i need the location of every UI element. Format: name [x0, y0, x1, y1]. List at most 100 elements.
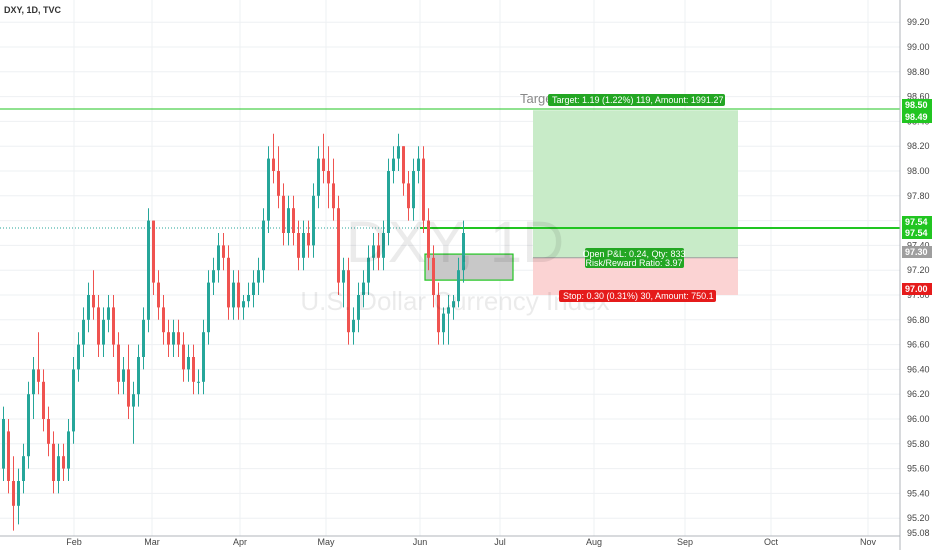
candle-body	[217, 245, 220, 271]
pnl-label-text: Open P&L: 0.24, Qty: 833	[582, 249, 685, 259]
watermark-name: U.S. Dollar Currency Index	[300, 286, 609, 316]
candle-body	[212, 270, 215, 283]
y-tick-label: 95.20	[907, 513, 930, 523]
candle-body	[7, 431, 10, 481]
candle-body	[137, 357, 140, 395]
candle-body	[147, 220, 150, 320]
watermark-symbol: DXY, 1D	[346, 210, 564, 275]
x-tick-label: Aug	[586, 537, 602, 547]
target-label-bg	[548, 94, 725, 106]
price-tag-label: 98.49	[905, 112, 928, 122]
candle-body	[77, 344, 80, 370]
rectangle-drawing[interactable]	[424, 253, 514, 281]
candle-body	[202, 332, 205, 382]
candle-body	[47, 419, 50, 444]
candle-body	[302, 233, 305, 258]
candle-body	[197, 381, 200, 383]
candle-body	[352, 319, 355, 333]
stop-label-bg	[559, 290, 716, 302]
y-tick-label: 97.40	[907, 240, 930, 250]
candle-body	[367, 257, 370, 283]
candle-body	[432, 257, 435, 295]
candle-body	[67, 431, 70, 469]
x-tick-label: Feb	[66, 537, 82, 547]
candle-body	[307, 233, 310, 246]
x-axis[interactable]: Feb Mar Apr May Jun Jul Aug Sep Oct Nov	[0, 535, 900, 547]
candle-body	[102, 319, 105, 345]
candle-body	[187, 357, 190, 370]
candle-body	[342, 270, 345, 283]
grey-rectangle[interactable]	[424, 253, 514, 281]
y-tick-label: 95.60	[907, 464, 930, 474]
price-tag-bg	[902, 111, 932, 123]
candle-body	[132, 394, 135, 407]
price-tag-label: 97.54	[905, 228, 928, 238]
target-label[interactable]: Target: 1.19 (1.22%) 119, Amount: 1991.2…	[548, 94, 725, 106]
candle-body	[452, 301, 455, 308]
x-tick-label: Jul	[494, 537, 506, 547]
price-tag-label: 97.54	[905, 217, 928, 227]
stop-label-text: Stop: 0.30 (0.31%) 30, Amount: 750.1	[563, 291, 714, 301]
candle-body	[207, 282, 210, 333]
candle-body	[442, 313, 445, 333]
price-tag-label: 98.50	[905, 100, 928, 110]
candle-body	[292, 208, 295, 233]
y-tick-label: 96.80	[907, 315, 930, 325]
candle-body	[417, 158, 420, 171]
candle-body	[437, 295, 440, 333]
candle-body	[247, 295, 250, 302]
candle-body	[357, 295, 360, 320]
candle-body	[387, 171, 390, 233]
x-tick-label: Oct	[764, 537, 779, 547]
candle-body	[422, 158, 425, 221]
y-tick-label: 95.80	[907, 439, 930, 449]
pnl-label-bg	[585, 248, 684, 268]
candle-body	[12, 481, 15, 506]
candle-body	[97, 307, 100, 345]
target-word: Target	[520, 91, 557, 106]
candle-body	[347, 270, 350, 333]
y-tick-label: 96.60	[907, 340, 930, 350]
candle-body	[22, 456, 25, 481]
candle-body	[267, 158, 270, 221]
price-tag-bg	[902, 283, 932, 295]
candle-body	[167, 332, 170, 345]
x-tick-label: Sep	[677, 537, 693, 547]
candle-body	[252, 282, 255, 295]
candle-body	[52, 443, 55, 481]
candle-body	[2, 419, 5, 469]
candle-body	[397, 146, 400, 159]
x-tick-label: Apr	[233, 537, 247, 547]
candle-body	[112, 307, 115, 345]
pnl-label[interactable]: Open P&L: 0.24, Qty: 833 Risk/Reward Rat…	[582, 248, 686, 268]
candle-body	[222, 245, 225, 258]
candle-body	[162, 307, 165, 333]
candle-body	[322, 158, 325, 171]
price-tag-label: 97.00	[905, 284, 928, 294]
position-zones	[533, 110, 738, 295]
stop-label[interactable]: Stop: 0.30 (0.31%) 30, Amount: 750.1	[559, 290, 716, 302]
candle-body	[427, 220, 430, 258]
candle-body	[192, 357, 195, 382]
x-tick-label: Jun	[413, 537, 428, 547]
candle-body	[157, 282, 160, 308]
y-tick-label: 98.80	[907, 67, 930, 77]
candle-body	[412, 171, 415, 209]
candle-body	[92, 295, 95, 308]
target-zone[interactable]	[533, 110, 738, 258]
candle-body	[457, 270, 460, 302]
candle-body	[142, 319, 145, 357]
candle-body	[362, 282, 365, 295]
candle-body	[57, 456, 60, 481]
candle-body	[337, 208, 340, 283]
rr-label-text: Risk/Reward Ratio: 3.97	[585, 258, 682, 268]
candle-body	[27, 394, 30, 457]
y-tick-label: 97.20	[907, 265, 930, 275]
price-tag-bg	[902, 227, 932, 239]
x-tick-label: Mar	[144, 537, 160, 547]
candle-body	[177, 332, 180, 345]
candle-body	[462, 233, 465, 271]
